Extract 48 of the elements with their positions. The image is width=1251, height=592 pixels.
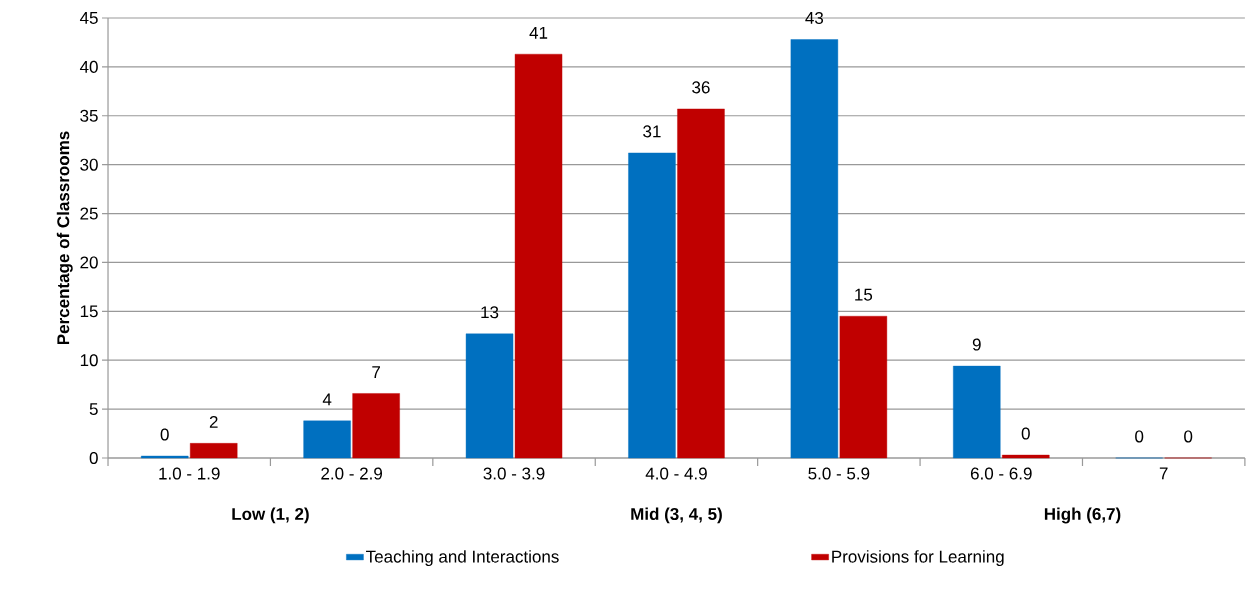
x-tick-label: 5.0 - 5.9 bbox=[808, 467, 870, 480]
bar bbox=[514, 53, 563, 459]
bar bbox=[352, 393, 400, 459]
y-tick-label: 35 bbox=[80, 109, 98, 122]
data-label: 31 bbox=[643, 125, 661, 138]
data-label: 0 bbox=[1184, 430, 1193, 443]
data-label: 36 bbox=[692, 81, 710, 94]
y-tick-label: 25 bbox=[80, 207, 98, 220]
data-label: 2 bbox=[209, 415, 218, 428]
text: High (6,7) bbox=[1044, 507, 1121, 524]
data-label: 4 bbox=[322, 393, 332, 406]
text: Low (1, 2) bbox=[232, 507, 309, 524]
y-tick-label: 0 bbox=[89, 451, 98, 465]
bar bbox=[839, 316, 888, 459]
y-tick-label: 45 bbox=[79, 12, 98, 24]
data-label: 0 bbox=[1021, 427, 1030, 440]
legend-label: Provisions for Learning bbox=[832, 550, 1004, 567]
bar bbox=[1002, 454, 1050, 459]
y-tick-label: 20 bbox=[80, 256, 98, 269]
x-tick-label: 4.0 - 4.9 bbox=[645, 467, 707, 480]
bar bbox=[190, 443, 238, 459]
data-label: 9 bbox=[972, 338, 981, 351]
bar bbox=[303, 420, 351, 459]
y-axis-title: Percentage of Classrooms bbox=[56, 131, 73, 345]
data-label: 7 bbox=[372, 366, 380, 378]
x-tick-label: 3.0 - 3.9 bbox=[483, 467, 545, 480]
data-label: 43 bbox=[805, 11, 824, 24]
x-tick-label: 7 bbox=[1159, 467, 1168, 480]
y-tick-label: 15 bbox=[80, 305, 98, 318]
bar bbox=[790, 39, 839, 459]
y-tick-label: 30 bbox=[80, 158, 98, 171]
bar bbox=[628, 152, 676, 459]
data-label: 0 bbox=[1135, 430, 1144, 443]
bar bbox=[677, 108, 725, 459]
x-tick-label: 1.0 - 1.9 bbox=[159, 467, 220, 480]
x-tick-label: 2.0 - 2.9 bbox=[321, 467, 383, 480]
data-label: 15 bbox=[855, 288, 873, 301]
data-label: 41 bbox=[529, 26, 548, 39]
legend-label: Teaching and Interactions bbox=[366, 550, 559, 567]
x-tick-label: 6.0 - 6.9 bbox=[970, 467, 1032, 480]
data-label: 0 bbox=[160, 428, 169, 441]
bar bbox=[465, 333, 514, 459]
y-tick-label: 5 bbox=[89, 403, 98, 416]
y-tick-label: 10 bbox=[80, 354, 98, 367]
y-tick-label: 40 bbox=[79, 60, 98, 73]
data-label: 13 bbox=[481, 306, 499, 319]
text: Mid (3, 4, 5) bbox=[631, 507, 722, 524]
bar bbox=[953, 365, 1001, 459]
